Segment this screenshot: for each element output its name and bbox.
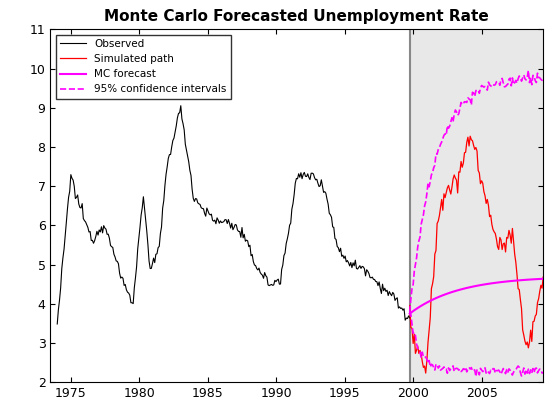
95% confidence intervals xyxy=(452,108,459,113)
95% confidence intervals xyxy=(540,76,547,81)
95% confidence intervals xyxy=(421,204,428,209)
Simulated path xyxy=(514,272,520,277)
MC forecast xyxy=(540,276,547,281)
MC forecast xyxy=(421,301,428,306)
MC forecast xyxy=(509,278,516,284)
MC forecast xyxy=(407,311,413,316)
MC forecast xyxy=(452,289,459,294)
Simulated path xyxy=(511,252,518,257)
Observed xyxy=(407,315,413,320)
Simulated path xyxy=(422,370,429,375)
Simulated path xyxy=(540,275,547,280)
Observed xyxy=(54,321,60,326)
95% confidence intervals xyxy=(434,152,441,157)
Line: Simulated path: Simulated path xyxy=(410,136,543,373)
95% confidence intervals xyxy=(525,68,532,73)
Simulated path xyxy=(435,218,442,223)
Observed xyxy=(277,281,284,286)
Observed xyxy=(190,196,197,201)
95% confidence intervals xyxy=(509,75,516,80)
Line: 95% confidence intervals: 95% confidence intervals xyxy=(410,71,543,312)
95% confidence intervals xyxy=(407,310,413,315)
Observed xyxy=(178,103,184,108)
95% confidence intervals xyxy=(499,76,506,81)
Title: Monte Carlo Forecasted Unemployment Rate: Monte Carlo Forecasted Unemployment Rate xyxy=(104,9,489,24)
Observed xyxy=(245,244,252,249)
Observed xyxy=(140,194,147,199)
Observed xyxy=(139,205,146,210)
95% confidence intervals xyxy=(511,80,518,85)
Simulated path xyxy=(421,364,428,369)
Line: Observed: Observed xyxy=(57,106,410,324)
MC forecast xyxy=(434,295,441,300)
Simulated path xyxy=(453,178,460,183)
Line: MC forecast: MC forecast xyxy=(410,279,543,314)
Observed xyxy=(73,195,80,200)
Simulated path xyxy=(501,241,508,246)
Bar xyxy=(410,29,543,382)
Simulated path xyxy=(467,134,474,139)
Simulated path xyxy=(407,303,413,308)
MC forecast xyxy=(499,279,506,284)
Legend: Observed, Simulated path, MC forecast, 95% confidence intervals: Observed, Simulated path, MC forecast, 9… xyxy=(55,34,231,99)
MC forecast xyxy=(511,278,518,283)
